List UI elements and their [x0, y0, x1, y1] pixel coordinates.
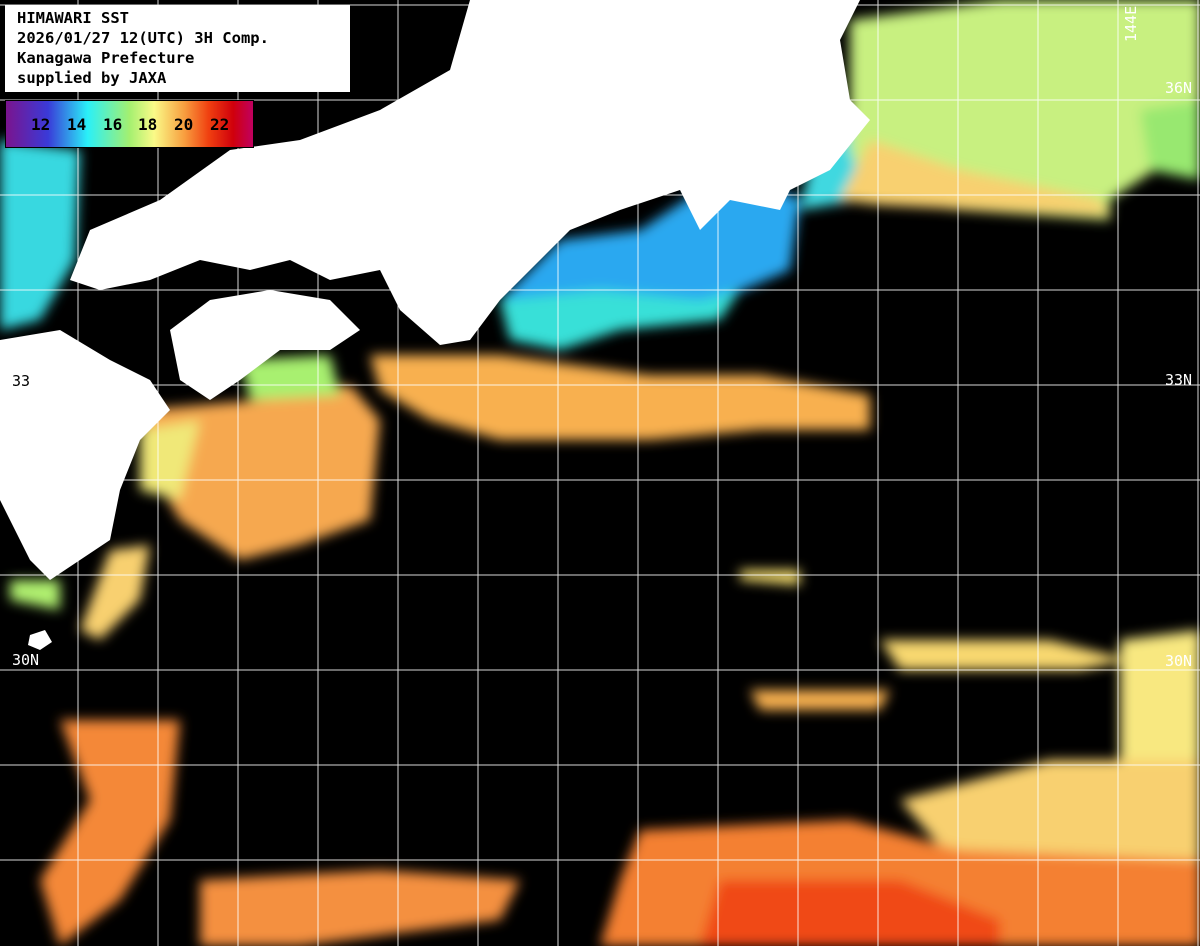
- sst-kuroshio-main: [370, 355, 870, 440]
- sst-cyan-west: [0, 140, 80, 330]
- title-provider: Kanagawa Prefecture: [17, 49, 195, 67]
- sst-mid-yellow: [880, 640, 1130, 670]
- lat-label-36n: 36N: [1165, 79, 1193, 97]
- title-datetime: 2026/01/27 12(UTC) 3H Comp.: [17, 29, 269, 47]
- lat-label-33n-west: 33: [12, 372, 31, 390]
- lat-label-30n-east: 30N: [1165, 652, 1193, 670]
- land-honshu: [70, 0, 870, 345]
- colorbar-tick: 18: [138, 115, 158, 134]
- sst-colorbar: 12 14 16 18 20 22: [5, 100, 254, 148]
- colorbar-tick: 22: [210, 115, 230, 134]
- colorbar-tick: 16: [103, 115, 123, 134]
- colorbar-tick: 20: [174, 115, 194, 134]
- title-product: HIMAWARI SST: [17, 9, 129, 27]
- land-kyushu: [0, 330, 170, 580]
- title-box: HIMAWARI SST 2026/01/27 12(UTC) 3H Comp.…: [5, 5, 350, 92]
- title-source: supplied by JAXA: [17, 69, 167, 87]
- sst-west-green: [10, 580, 60, 610]
- sst-south-red: [700, 880, 1000, 946]
- land-shikoku: [170, 290, 360, 400]
- lat-label-30n-west: 30N: [12, 651, 40, 669]
- land: [0, 0, 870, 650]
- sst-east-yellow: [1120, 630, 1200, 760]
- sst-sw-orange: [40, 720, 180, 946]
- sst-kuroshio-west: [140, 385, 380, 560]
- sst-kyushu-south: [80, 545, 150, 640]
- lon-label-136e: 136E: [482, 3, 500, 40]
- sst-small-yellow: [740, 570, 800, 585]
- colorbar-tick: 14: [67, 115, 87, 134]
- sst-green-shelf: [240, 355, 340, 400]
- lat-label-33n: 33N: [1165, 371, 1193, 389]
- sst-south-yellow: [900, 760, 1200, 870]
- sst-ne-orange: [840, 140, 1110, 215]
- sst-bay-cyan: [500, 290, 740, 350]
- sst-south-band: [200, 870, 520, 946]
- land-yakushima: [28, 630, 52, 650]
- sst-east-green: [1140, 100, 1200, 180]
- lon-label-144e: 144E: [1122, 5, 1140, 42]
- sst-mid-orange: [750, 690, 890, 710]
- colorbar-tick: 12: [31, 115, 51, 134]
